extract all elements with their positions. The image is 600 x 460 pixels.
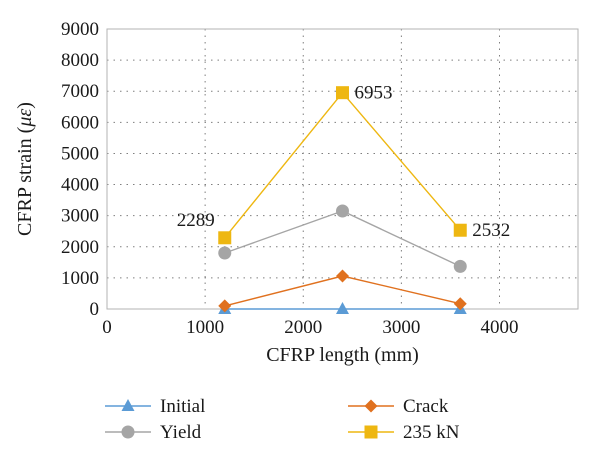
legend-marker [364, 399, 378, 413]
data-point-crack [336, 269, 349, 283]
x-tick-label: 4000 [481, 317, 519, 338]
legend-item-235-kn: 235 kN [348, 422, 460, 443]
data-label: 2532 [472, 220, 510, 241]
legend-item-initial: Initial [105, 396, 205, 417]
y-tick-label: 0 [90, 299, 100, 320]
series-line-yield [224, 210, 461, 268]
data-label: 6953 [355, 83, 393, 104]
axis-ticks: 0 1000 2000 3000 4000 0 1000 2000 3000 4000 5000 60… [61, 19, 519, 338]
legend-label: Initial [160, 396, 205, 417]
plot-frame [106, 28, 579, 310]
data-point-crack [218, 299, 232, 313]
legend-item-yield: Yield [105, 422, 202, 443]
data-point-235-kn [453, 223, 467, 237]
x-axis-label: CFRP length (mm) [266, 344, 419, 366]
data-point-yield [218, 246, 232, 260]
y-tick-label: 7000 [61, 81, 99, 102]
grid [107, 29, 578, 309]
legend: Initial Yield Crack 235 kN [105, 396, 460, 443]
y-tick-label: 8000 [61, 50, 99, 71]
data-point-yield [453, 259, 467, 273]
series-initial [218, 302, 467, 314]
y-tick-label: 3000 [61, 206, 99, 227]
legend-marker [121, 425, 135, 439]
y-tick-label: 9000 [61, 19, 99, 40]
y-axis-label-unit: με [14, 109, 36, 128]
y-tick-label: 6000 [61, 112, 99, 133]
x-tick-label: 3000 [382, 317, 420, 338]
data-point-yield [336, 204, 349, 218]
y-tick-label: 1000 [61, 268, 99, 289]
x-tick-label: 2000 [284, 317, 322, 338]
legend-item-crack: Crack [348, 396, 449, 417]
y-tick-label: 2000 [61, 237, 99, 258]
series-235-kn [218, 86, 467, 245]
series [218, 86, 467, 314]
data-point-initial [336, 302, 349, 314]
y-tick-label: 4000 [61, 175, 99, 196]
legend-marker [121, 399, 135, 411]
data-point-crack [453, 297, 467, 311]
data-label: 2289 [177, 210, 215, 231]
legend-label: Crack [403, 396, 449, 417]
legend-marker [364, 425, 378, 439]
y-axis-label-prefix: CFRP strain ( [14, 126, 36, 236]
data-labels: 2289 6953 2532 [177, 83, 511, 242]
y-axis-label: CFRP strain (με) [14, 102, 36, 236]
y-axis-label-suffix: ) [14, 102, 36, 109]
x-tick-label: 1000 [186, 317, 224, 338]
series-crack [218, 269, 467, 313]
data-point-235-kn [218, 231, 232, 245]
legend-label: Yield [160, 422, 202, 443]
y-tick-label: 5000 [61, 143, 99, 164]
legend-label: 235 kN [403, 422, 460, 443]
series-yield [218, 204, 467, 273]
x-tick-label: 0 [102, 317, 112, 338]
data-point-235-kn [336, 86, 349, 100]
